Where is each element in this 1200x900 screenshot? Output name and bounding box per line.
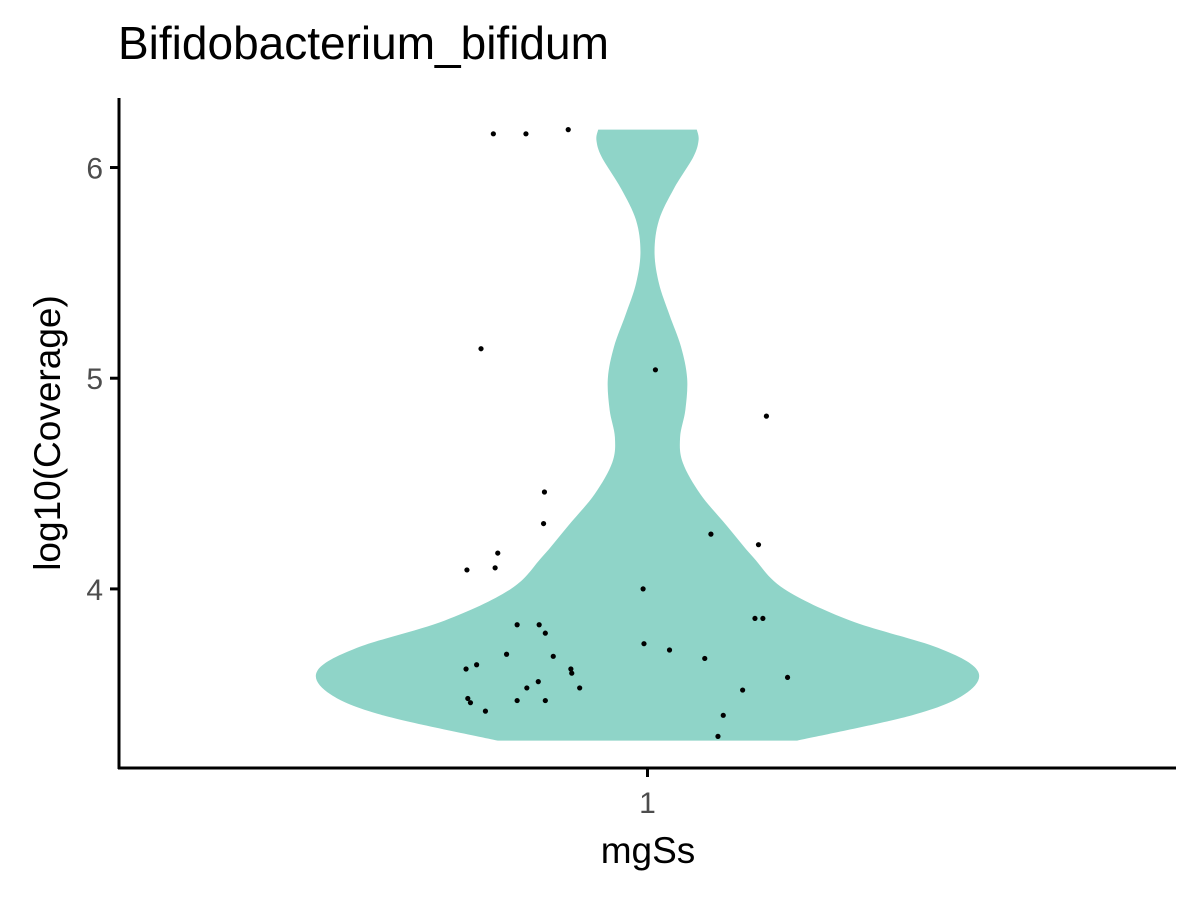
y-tick-label: 5 xyxy=(86,363,103,396)
x-axis-label: mgSs xyxy=(600,830,696,871)
data-point xyxy=(565,127,571,133)
data-point xyxy=(760,615,766,622)
data-point xyxy=(720,712,726,718)
data-point xyxy=(463,666,469,672)
data-point xyxy=(495,550,501,556)
data-point xyxy=(503,651,510,657)
data-point xyxy=(755,542,762,548)
data-point xyxy=(464,567,470,573)
points-layer xyxy=(463,127,791,739)
data-point xyxy=(550,653,556,659)
data-point xyxy=(492,565,498,571)
data-point xyxy=(702,655,708,662)
violin-shape xyxy=(315,129,980,741)
data-point xyxy=(540,520,547,527)
data-point xyxy=(465,695,471,702)
data-point xyxy=(541,489,548,495)
data-point xyxy=(568,666,574,672)
data-point xyxy=(467,700,474,706)
data-point xyxy=(784,674,791,681)
data-point xyxy=(652,367,659,373)
data-point xyxy=(482,708,489,714)
data-point xyxy=(740,687,746,693)
data-point xyxy=(708,531,714,537)
chart-title: Bifidobacterium_bifidum xyxy=(118,17,609,69)
data-point xyxy=(640,586,646,592)
data-point xyxy=(474,662,480,668)
data-point xyxy=(752,615,758,622)
data-point xyxy=(524,685,530,691)
data-point xyxy=(490,131,496,137)
data-point xyxy=(577,685,583,691)
data-point xyxy=(478,346,484,352)
data-point xyxy=(666,647,673,653)
data-point xyxy=(523,131,529,137)
data-point xyxy=(514,697,520,704)
data-point xyxy=(542,630,548,636)
violin-layer xyxy=(315,129,980,741)
axes-layer: 4 5 6 1 xyxy=(86,98,1176,820)
data-point xyxy=(715,733,721,739)
data-point xyxy=(535,679,541,685)
data-point xyxy=(536,622,542,628)
data-point xyxy=(542,697,548,704)
data-point xyxy=(514,622,520,628)
x-tick-label: 1 xyxy=(639,787,656,820)
data-point xyxy=(641,641,647,647)
data-point xyxy=(569,670,575,676)
y-tick-label: 4 xyxy=(86,574,103,607)
y-tick-label: 6 xyxy=(86,153,103,186)
data-point xyxy=(763,413,770,419)
